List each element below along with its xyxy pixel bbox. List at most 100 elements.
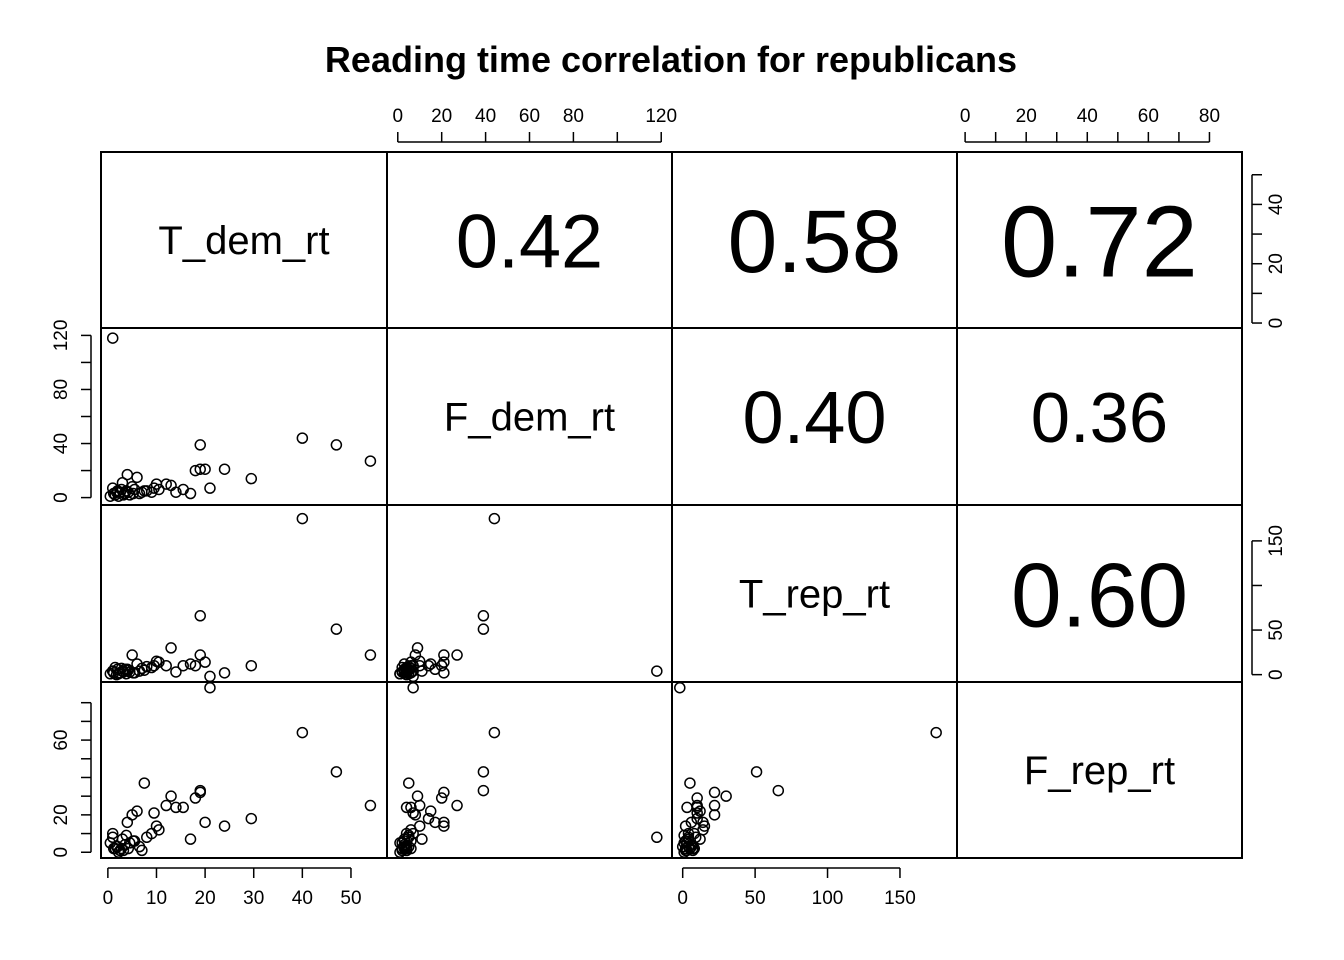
data-point bbox=[451, 799, 463, 812]
data-point bbox=[394, 846, 406, 859]
data-point bbox=[488, 726, 501, 739]
data-point bbox=[189, 792, 202, 804]
data-point bbox=[160, 659, 172, 672]
panel-frame bbox=[956, 681, 1243, 859]
data-point bbox=[438, 786, 450, 799]
data-point bbox=[177, 659, 189, 672]
data-point bbox=[189, 659, 202, 672]
chart-title: Reading time correlation for republicans bbox=[325, 39, 1017, 80]
data-point bbox=[364, 455, 377, 467]
data-point bbox=[403, 829, 415, 842]
data-point bbox=[720, 790, 732, 802]
data-point bbox=[115, 842, 128, 855]
data-point bbox=[685, 816, 698, 829]
data-point bbox=[194, 649, 206, 661]
data-point bbox=[184, 833, 197, 845]
tick-label: 0 bbox=[392, 106, 403, 127]
data-point bbox=[204, 681, 216, 694]
data-point bbox=[194, 439, 206, 451]
tick-label: 0 bbox=[1266, 669, 1287, 680]
panel-frame bbox=[671, 681, 958, 859]
data-point bbox=[678, 829, 690, 842]
correlation-label: 0.42 bbox=[456, 199, 603, 284]
tick-label: 0 bbox=[103, 888, 114, 909]
data-point bbox=[750, 766, 763, 778]
data-point bbox=[165, 479, 177, 492]
data-point bbox=[708, 809, 721, 821]
tick-label: 10 bbox=[146, 888, 167, 909]
data-point bbox=[136, 844, 148, 857]
tick-label: 50 bbox=[1266, 619, 1287, 640]
data-point bbox=[218, 667, 231, 679]
tick-label: 40 bbox=[1266, 194, 1287, 215]
data-point bbox=[165, 790, 177, 802]
data-point bbox=[153, 656, 165, 668]
panel-frame bbox=[100, 504, 388, 683]
panel-frame bbox=[386, 681, 673, 859]
data-point bbox=[407, 681, 419, 694]
data-point bbox=[330, 766, 343, 778]
tick-label: 60 bbox=[519, 106, 540, 127]
data-point bbox=[177, 483, 189, 496]
data-point bbox=[194, 463, 206, 475]
data-point bbox=[110, 840, 123, 853]
tick-label: 0 bbox=[677, 888, 688, 909]
data-point bbox=[121, 816, 134, 829]
data-point bbox=[148, 807, 160, 819]
data-point bbox=[121, 468, 134, 481]
data-point bbox=[681, 801, 693, 814]
tick-label: 40 bbox=[475, 106, 496, 127]
data-point bbox=[364, 649, 377, 661]
data-point bbox=[674, 681, 686, 694]
data-point bbox=[127, 667, 139, 679]
data-point bbox=[416, 833, 428, 845]
data-point bbox=[110, 668, 123, 681]
tick-label: 0 bbox=[51, 847, 72, 858]
data-point bbox=[296, 432, 309, 444]
data-point bbox=[117, 844, 130, 857]
data-point bbox=[106, 332, 119, 344]
tick-label: 50 bbox=[745, 888, 766, 909]
data-point bbox=[422, 812, 435, 825]
tick-label: 50 bbox=[340, 888, 361, 909]
axes: 0 10 20 30 40 50 0 20 40 60 80 120 0 50 100 150 0 20 40 60 8… bbox=[51, 106, 1287, 909]
data-point bbox=[413, 799, 426, 812]
data-point bbox=[488, 512, 501, 525]
tick-label: 150 bbox=[1266, 525, 1287, 557]
panel-frame bbox=[100, 681, 388, 859]
data-point bbox=[477, 623, 490, 635]
data-point bbox=[394, 668, 406, 680]
panel-frame bbox=[100, 327, 388, 506]
data-point bbox=[199, 816, 211, 829]
correlation-label: 0.36 bbox=[1031, 378, 1168, 457]
tick-label: 60 bbox=[51, 730, 72, 751]
variable-label: F_dem_rt bbox=[444, 396, 615, 440]
data-point bbox=[708, 786, 721, 799]
tick-label: 0 bbox=[51, 492, 72, 503]
data-point bbox=[477, 610, 490, 622]
data-point bbox=[145, 661, 158, 674]
data-point bbox=[189, 464, 202, 477]
data-point bbox=[679, 835, 692, 847]
panels: T_dem_rt F_dem_rt T_rep_rt F_rep_rt 0.42 0.58… bbox=[100, 151, 1243, 859]
correlation-label: 0.40 bbox=[742, 376, 886, 459]
data-point bbox=[651, 831, 663, 844]
data-point bbox=[131, 471, 143, 484]
tick-label: 20 bbox=[195, 888, 216, 909]
data-point bbox=[405, 824, 417, 836]
data-point bbox=[330, 439, 343, 451]
data-point bbox=[184, 658, 197, 670]
data-point bbox=[126, 649, 138, 661]
data-point bbox=[651, 665, 663, 677]
data-point bbox=[451, 649, 463, 661]
data-point bbox=[429, 816, 441, 829]
data-point bbox=[245, 659, 258, 672]
data-point bbox=[122, 486, 135, 498]
data-point bbox=[400, 801, 413, 814]
data-point bbox=[296, 512, 309, 525]
data-point bbox=[403, 777, 415, 789]
data-point bbox=[416, 665, 428, 677]
data-point bbox=[438, 816, 450, 829]
data-point bbox=[110, 486, 123, 498]
